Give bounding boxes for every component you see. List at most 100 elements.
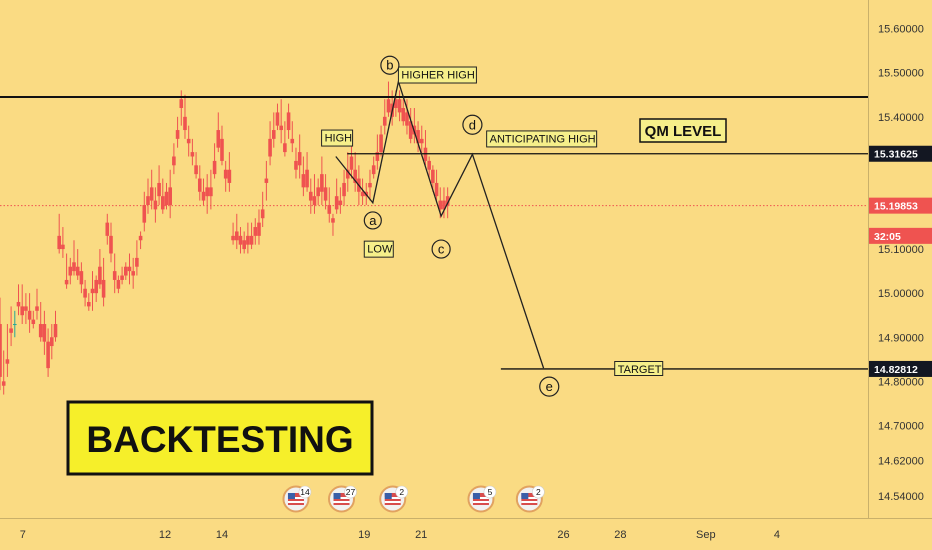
event-badge[interactable]: 14 xyxy=(282,485,312,513)
candle-111 xyxy=(408,108,413,144)
event-badge[interactable]: 2 xyxy=(379,485,409,513)
candle-80 xyxy=(294,147,298,179)
y-tick-label: 14.70000 xyxy=(878,420,924,432)
point-c[interactable]: c xyxy=(431,239,451,259)
candle-13 xyxy=(46,328,50,377)
price-tag: 15.19853 xyxy=(869,197,932,214)
candle-67 xyxy=(246,222,250,254)
time-axis[interactable]: 7 12 14 19 21 26 28 Sep 4 xyxy=(0,518,932,542)
candle-61 xyxy=(223,160,228,192)
y-tick-label: 14.80000 xyxy=(878,376,924,388)
label-high[interactable]: HIGH xyxy=(321,129,354,147)
candle-28 xyxy=(101,257,106,307)
candle-105 xyxy=(386,81,391,117)
y-tick-label: 15.50000 xyxy=(878,68,924,80)
candle-86 xyxy=(316,178,320,205)
candle-104 xyxy=(382,99,387,135)
event-badge-count: 14 xyxy=(300,487,310,497)
candle-21 xyxy=(75,249,80,280)
candle-54 xyxy=(197,165,202,201)
candle-51 xyxy=(186,125,191,157)
candle-33 xyxy=(120,266,124,285)
x-tick-label: 12 xyxy=(159,529,171,541)
candle-50 xyxy=(183,94,187,139)
points-layer: a b c d e xyxy=(363,55,560,397)
point-e-label: e xyxy=(546,379,553,394)
event-badge[interactable]: 5 xyxy=(467,485,497,513)
candle-91 xyxy=(334,178,339,214)
y-tick-label: 15.60000 xyxy=(878,24,924,36)
candle-72 xyxy=(264,160,269,201)
price-tag-label: 32:05 xyxy=(874,231,901,243)
backtesting-text: BACKTESTING xyxy=(86,419,353,460)
label-low[interactable]: LOW xyxy=(363,240,394,258)
candle-78 xyxy=(286,103,291,139)
price-axis[interactable]: 15.60000 15.50000 15.40000 15.10000 15.00000… xyxy=(868,0,924,518)
candle-18 xyxy=(64,253,69,289)
candle-70 xyxy=(257,209,261,245)
candle-39 xyxy=(142,191,147,232)
candle-56 xyxy=(205,174,209,214)
candle-101 xyxy=(371,156,376,179)
candle-90 xyxy=(331,213,335,236)
candle-102 xyxy=(375,134,380,170)
candle-88 xyxy=(323,174,328,210)
candle-120 xyxy=(442,187,446,219)
candle-83 xyxy=(305,152,309,192)
event-badge[interactable]: 2 xyxy=(515,485,545,513)
point-a[interactable]: a xyxy=(363,211,382,230)
label-target[interactable]: TARGET xyxy=(614,360,664,376)
price-tag: 32:05 xyxy=(869,227,932,244)
candle-76 xyxy=(279,99,283,144)
candle-15 xyxy=(53,310,58,342)
candle-65 xyxy=(238,227,243,254)
x-tick-label: 21 xyxy=(415,529,427,541)
x-tick-label: 14 xyxy=(216,529,228,541)
candle-116 xyxy=(427,156,431,179)
candle-100 xyxy=(368,169,372,201)
candle-36 xyxy=(131,257,135,289)
candle-79 xyxy=(290,121,295,153)
candle-5 xyxy=(16,284,21,316)
point-b[interactable]: b xyxy=(380,55,400,75)
candle-16 xyxy=(57,213,61,254)
point-d[interactable]: d xyxy=(462,114,483,135)
label-target-text: TARGET xyxy=(618,364,662,376)
y-tick-label: 14.62000 xyxy=(878,456,924,468)
candle-110 xyxy=(405,99,409,135)
y-tick-label: 15.40000 xyxy=(878,112,924,124)
candle-117 xyxy=(431,165,435,192)
candle-74 xyxy=(271,112,276,148)
candle-1 xyxy=(1,350,6,395)
candle-77 xyxy=(283,121,287,157)
candle-47 xyxy=(172,143,176,175)
candle-27 xyxy=(98,249,102,289)
x-tick-label: 19 xyxy=(358,529,370,541)
x-tick-label: 4 xyxy=(774,529,780,541)
candle-37 xyxy=(135,240,139,276)
label-higher-high-text: HIGHER HIGH xyxy=(401,70,474,82)
price-tag-label: 15.31625 xyxy=(874,149,918,161)
pattern-layer xyxy=(335,79,545,369)
candle-2 xyxy=(5,324,10,377)
label-anticipating-high[interactable]: ANTICIPATING HIGH xyxy=(486,130,598,148)
label-high-text: HIGH xyxy=(325,133,353,145)
label-low-text: LOW xyxy=(367,244,393,256)
event-badge[interactable]: 27 xyxy=(328,485,357,513)
candle-20 xyxy=(72,240,76,276)
candle-96 xyxy=(353,152,357,192)
candle-48 xyxy=(175,116,180,148)
pattern-path[interactable] xyxy=(335,79,545,369)
y-tick-label: 15.10000 xyxy=(878,244,924,256)
candle-53 xyxy=(194,152,198,179)
x-tick-label: 26 xyxy=(557,529,569,541)
backtesting-banner[interactable]: BACKTESTING xyxy=(66,400,374,476)
qm-level-label[interactable]: QM LEVEL xyxy=(639,118,727,143)
x-tick-label: 28 xyxy=(614,529,626,541)
label-higher-high[interactable]: HIGHER HIGH xyxy=(397,66,477,84)
candle-45 xyxy=(164,182,169,210)
candle-82 xyxy=(301,156,306,197)
event-badge-count: 2 xyxy=(399,487,404,497)
point-e[interactable]: e xyxy=(539,376,560,397)
